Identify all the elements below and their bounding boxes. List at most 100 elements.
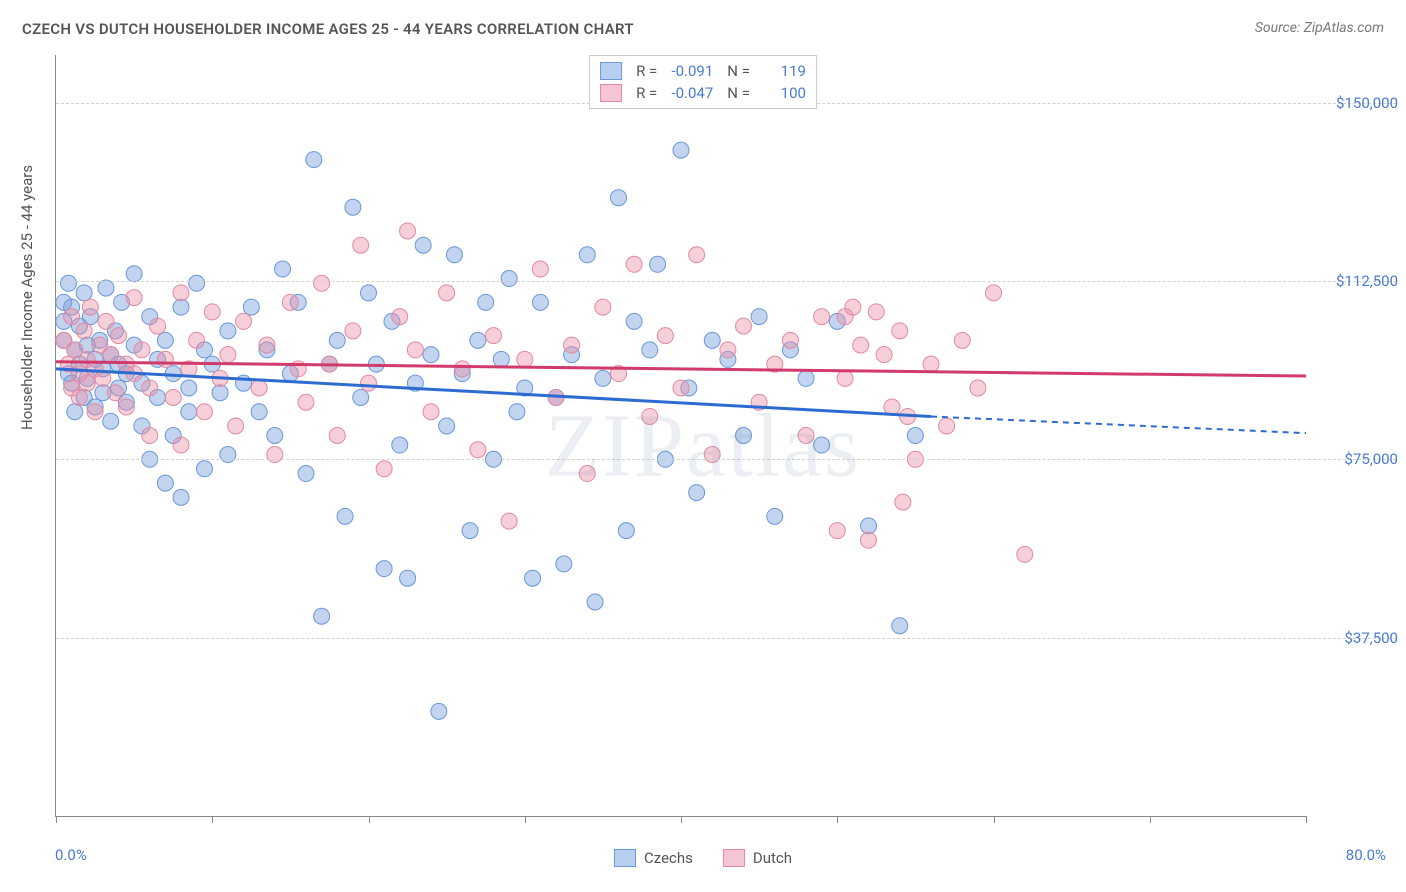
data-point [392, 309, 408, 325]
data-point [275, 261, 291, 277]
x-axis-max-label: 80.0% [1346, 846, 1386, 864]
data-point [204, 304, 220, 320]
data-point [236, 313, 252, 329]
n-value: 119 [758, 62, 806, 80]
data-point [611, 190, 627, 206]
data-point [142, 428, 158, 444]
data-point [798, 428, 814, 444]
data-point [103, 413, 119, 429]
r-value: -0.047 [665, 84, 713, 102]
data-point [267, 428, 283, 444]
data-point [87, 404, 103, 420]
data-point [298, 466, 314, 482]
x-tick [837, 816, 838, 823]
x-tick [369, 816, 370, 823]
data-point [470, 332, 486, 348]
gridline [56, 281, 1396, 282]
data-point [657, 328, 673, 344]
correlation-legend-row: R =-0.047N =100 [600, 82, 806, 104]
chart-svg [56, 55, 1306, 816]
data-point [243, 299, 259, 315]
data-point [71, 389, 87, 405]
data-point [689, 247, 705, 263]
data-point [431, 703, 447, 719]
data-point [126, 266, 142, 282]
data-point [876, 347, 892, 363]
data-point [103, 347, 119, 363]
data-point [923, 356, 939, 372]
gridline [56, 459, 1396, 460]
data-point [376, 461, 392, 477]
data-point [892, 618, 908, 634]
data-point [212, 385, 228, 401]
data-point [361, 375, 377, 391]
data-point [165, 389, 181, 405]
x-tick [56, 816, 57, 823]
r-label: R = [636, 62, 657, 80]
data-point [595, 370, 611, 386]
data-point [98, 280, 114, 296]
data-point [157, 475, 173, 491]
data-point [181, 380, 197, 396]
data-point [220, 323, 236, 339]
data-point [282, 294, 298, 310]
data-point [251, 380, 267, 396]
data-point [829, 523, 845, 539]
data-point [986, 285, 1002, 301]
data-point [400, 223, 416, 239]
data-point [150, 318, 166, 334]
data-point [392, 437, 408, 453]
data-point [173, 489, 189, 505]
data-point [650, 256, 666, 272]
data-point [345, 199, 361, 215]
trend-line-extrapolated [931, 416, 1306, 433]
trend-line [56, 362, 1306, 376]
data-point [939, 418, 955, 434]
legend-swatch [723, 849, 745, 867]
x-tick [1306, 816, 1307, 823]
data-point [196, 404, 212, 420]
data-point [134, 342, 150, 358]
data-point [720, 342, 736, 358]
data-point [868, 304, 884, 320]
data-point [157, 332, 173, 348]
gridline [56, 638, 1396, 639]
data-point [751, 309, 767, 325]
data-point [532, 261, 548, 277]
data-point [423, 404, 439, 420]
data-point [376, 561, 392, 577]
plot-area: $37,500$75,000$112,500$150,000 [55, 55, 1306, 817]
data-point [98, 313, 114, 329]
legend-item: Czechs [614, 849, 693, 867]
data-point [673, 380, 689, 396]
data-point [111, 328, 127, 344]
legend-label: Czechs [644, 849, 693, 867]
data-point [314, 608, 330, 624]
n-label: N = [727, 84, 750, 102]
data-point [501, 271, 517, 287]
data-point [782, 332, 798, 348]
data-point [259, 337, 275, 353]
y-tick-label: $150,000 [1313, 94, 1398, 112]
legend-swatch [600, 62, 622, 80]
data-point [118, 399, 134, 415]
data-point [478, 294, 494, 310]
data-point [298, 394, 314, 410]
data-point [642, 342, 658, 358]
data-point [61, 275, 77, 291]
data-point [407, 342, 423, 358]
data-point [798, 370, 814, 386]
x-axis-min-label: 0.0% [55, 846, 87, 864]
data-point [486, 328, 502, 344]
data-point [501, 513, 517, 529]
x-tick [212, 816, 213, 823]
data-point [892, 323, 908, 339]
data-point [532, 294, 548, 310]
legend-item: Dutch [723, 849, 792, 867]
data-point [314, 275, 330, 291]
data-point [954, 332, 970, 348]
data-point [423, 347, 439, 363]
data-point [196, 461, 212, 477]
data-point [970, 380, 986, 396]
data-point [306, 152, 322, 168]
